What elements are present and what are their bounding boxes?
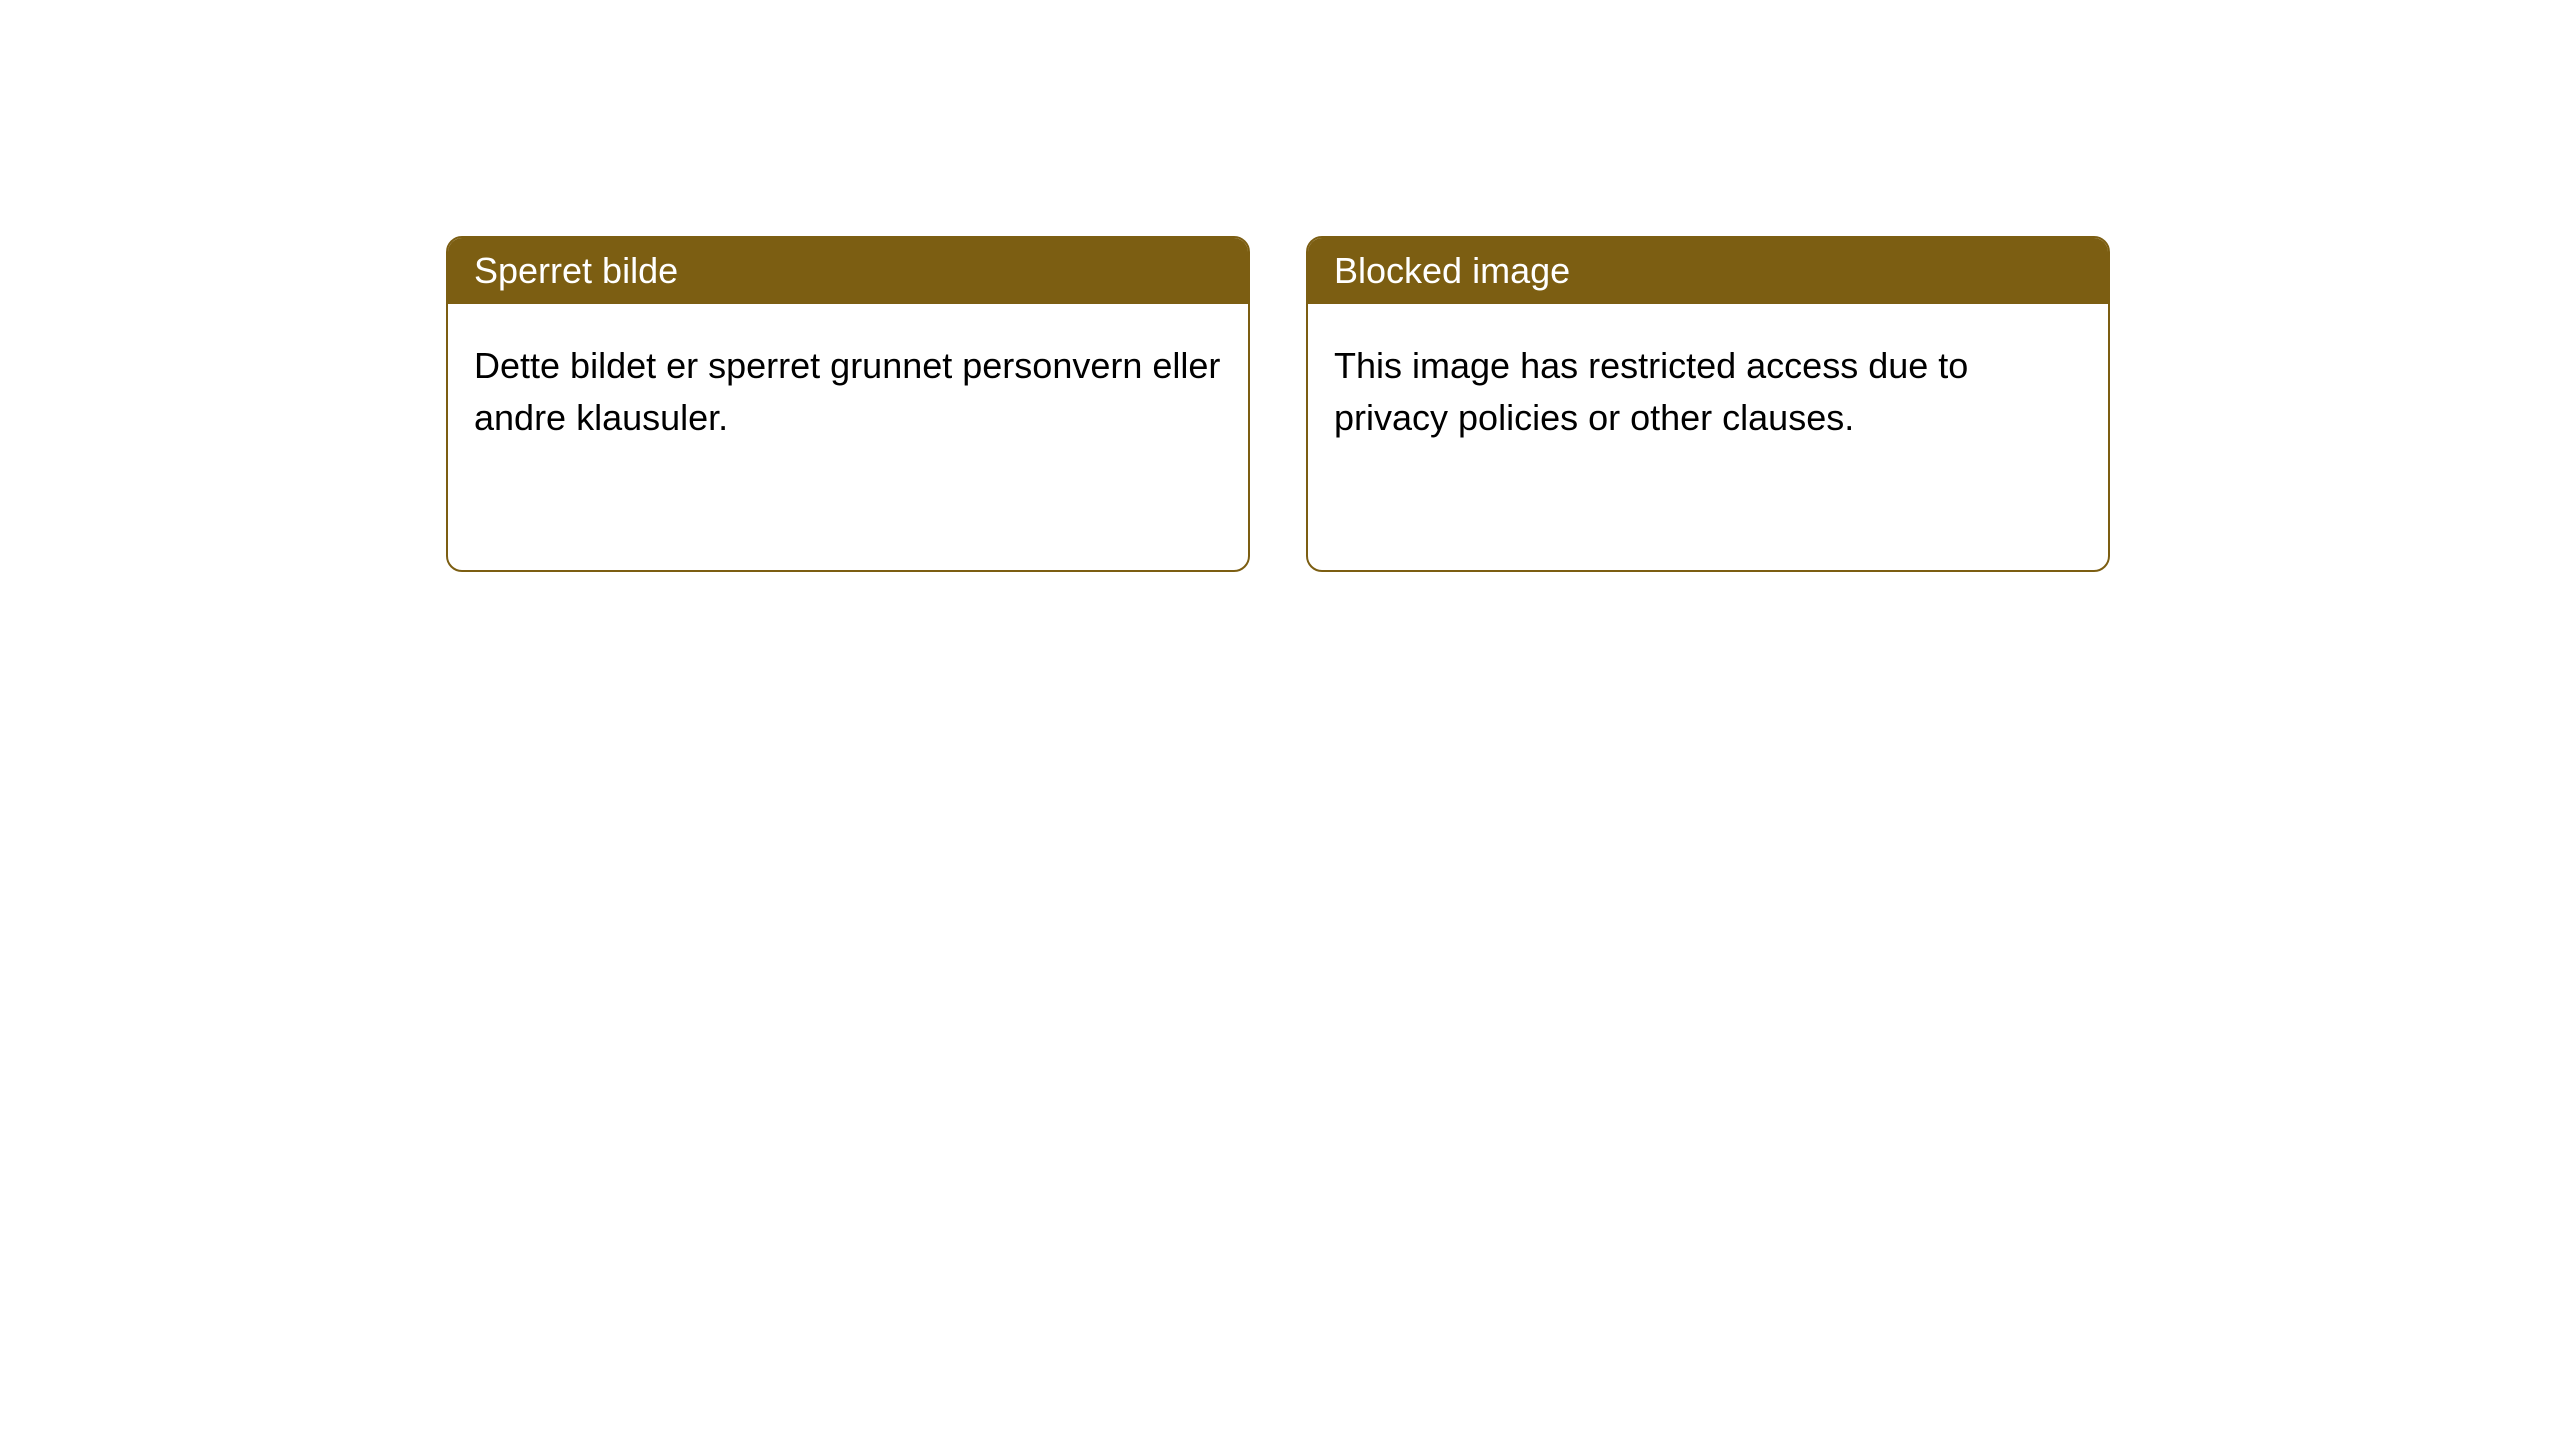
- card-body: This image has restricted access due to …: [1308, 304, 2108, 480]
- card-body: Dette bildet er sperret grunnet personve…: [448, 304, 1248, 480]
- notice-cards-container: Sperret bilde Dette bildet er sperret gr…: [0, 0, 2560, 572]
- card-header: Blocked image: [1308, 238, 2108, 304]
- card-header: Sperret bilde: [448, 238, 1248, 304]
- blocked-image-card-no: Sperret bilde Dette bildet er sperret gr…: [446, 236, 1250, 572]
- blocked-image-card-en: Blocked image This image has restricted …: [1306, 236, 2110, 572]
